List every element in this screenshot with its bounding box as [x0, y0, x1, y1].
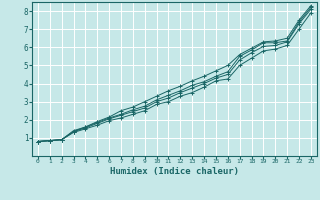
X-axis label: Humidex (Indice chaleur): Humidex (Indice chaleur): [110, 167, 239, 176]
